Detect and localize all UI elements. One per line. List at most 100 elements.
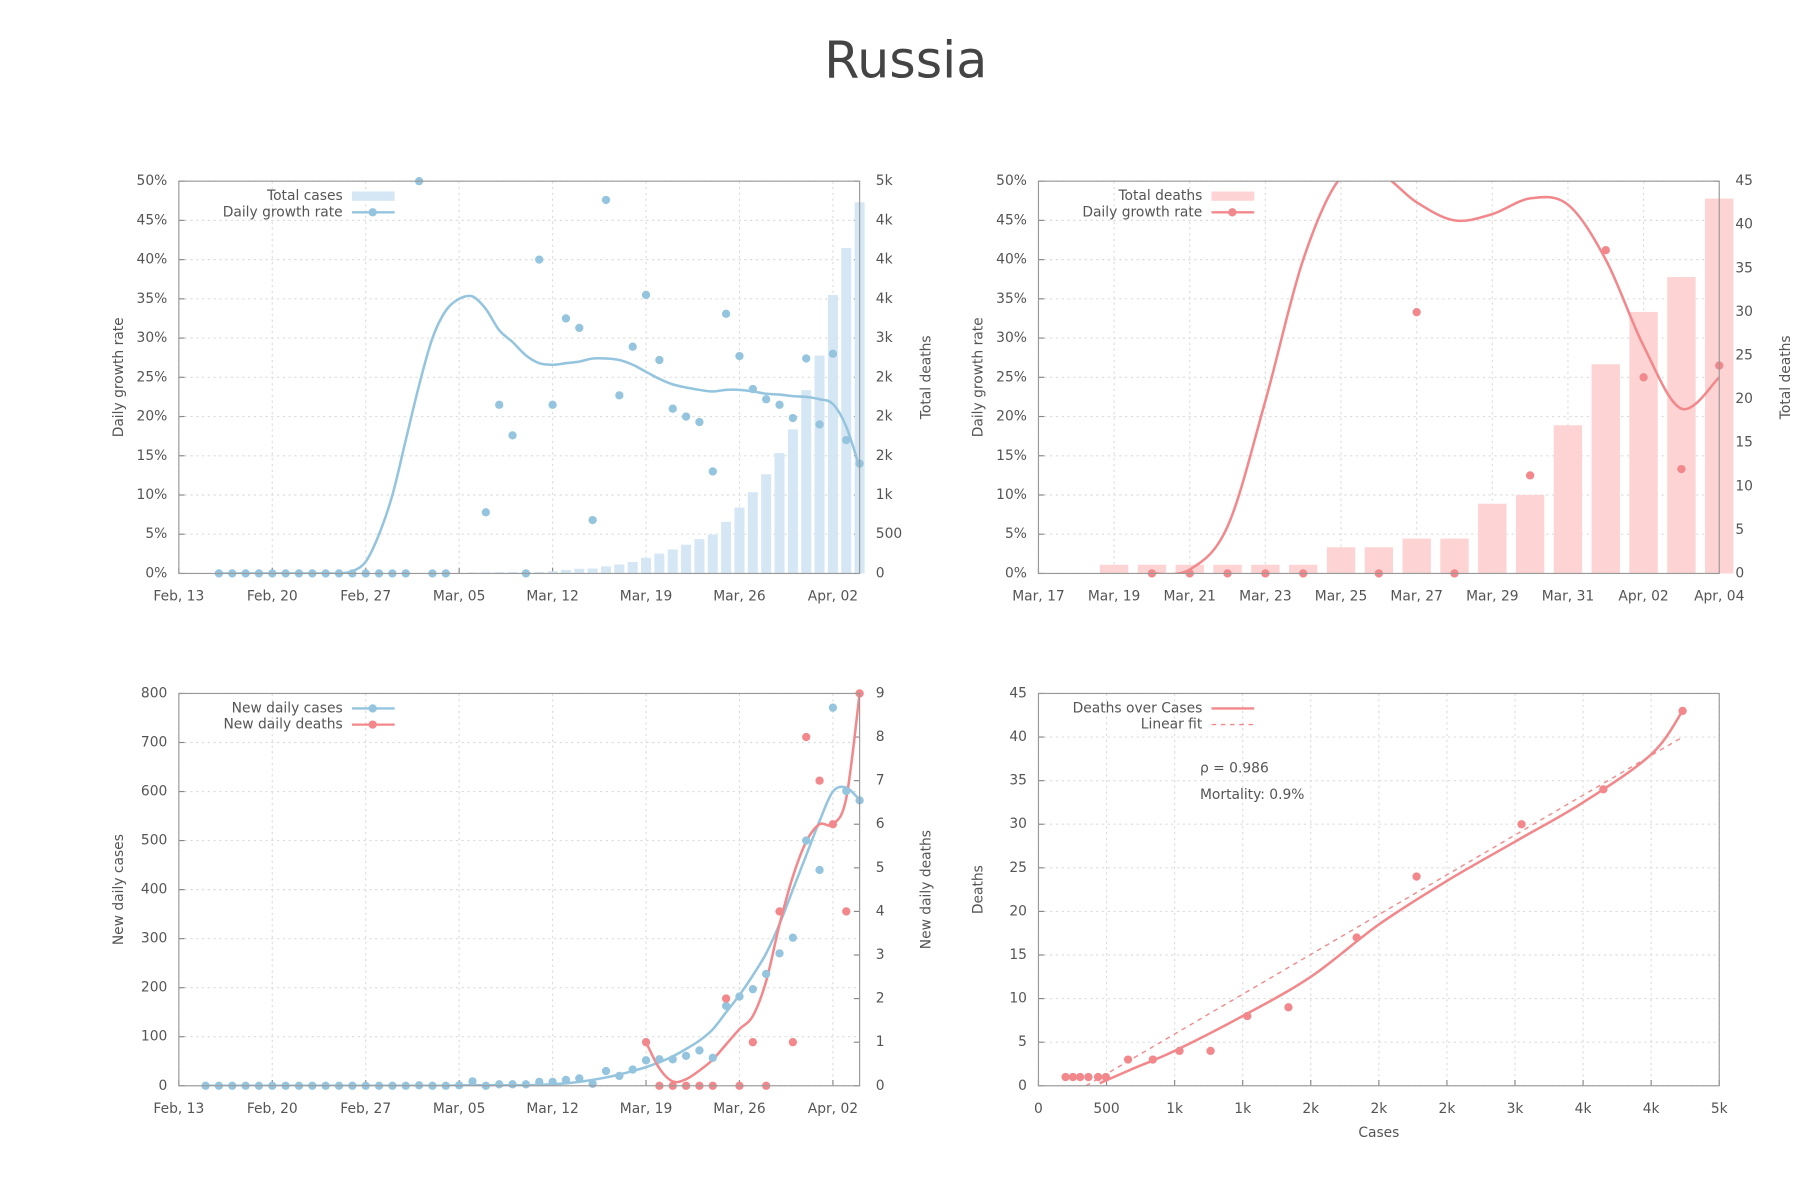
point (1068, 1072, 1078, 1082)
bar (801, 390, 812, 574)
y-tick-label: 45 (1009, 685, 1027, 701)
point (561, 314, 571, 323)
bar (747, 492, 758, 574)
bar (1629, 311, 1658, 574)
bar (761, 474, 772, 574)
point (748, 384, 757, 394)
bar (654, 553, 665, 574)
bar (814, 355, 825, 574)
point (842, 435, 851, 445)
point (628, 342, 637, 351)
x-tick-label: Apr, 04 (1694, 589, 1745, 605)
legend-label: Daily growth rate (1082, 204, 1202, 220)
point (521, 1080, 531, 1089)
point (601, 1066, 611, 1076)
y2-tick-label: 40 (1735, 217, 1753, 233)
legend-dot (1228, 208, 1237, 217)
x-tick-label: Mar, 19 (1088, 589, 1140, 605)
point (735, 992, 744, 1001)
point (561, 1075, 571, 1085)
point (575, 1074, 584, 1083)
legend-swatch (351, 191, 395, 201)
x-tick-label: 0 (1034, 1101, 1043, 1117)
y2-tick-label: 20 (1735, 391, 1753, 407)
y2-axis-title: Total deaths (919, 335, 935, 420)
y2-tick-label: 2k (876, 369, 893, 385)
point (548, 1077, 557, 1086)
plot-frame (1037, 180, 1720, 575)
point (828, 820, 838, 829)
x-tick-label: Mar, 27 (1390, 589, 1442, 605)
point (575, 323, 584, 333)
y-tick-label: 700 (141, 735, 167, 751)
x-tick-label: Mar, 25 (1315, 589, 1367, 605)
bar (734, 507, 745, 574)
x-tick-label: 2k (1302, 1101, 1319, 1117)
bar (547, 571, 558, 574)
y2-tick-label: 3k (876, 330, 893, 346)
y-tick-label: 35% (996, 291, 1027, 307)
x-tick-label: 2k (1370, 1101, 1387, 1117)
x-axis-title: Cases (1358, 1125, 1399, 1141)
annotation: Mortality: 0.9% (1200, 787, 1304, 803)
point (681, 1051, 691, 1061)
x-tick-label: Apr, 02 (808, 1101, 858, 1117)
point (708, 1053, 717, 1062)
point (1206, 1046, 1215, 1056)
x-tick-label: Mar, 12 (526, 1101, 578, 1117)
point (748, 1038, 757, 1047)
x-tick-label: Feb, 27 (340, 589, 391, 605)
point (802, 732, 811, 742)
y2-tick-label: 2k (876, 448, 893, 464)
x-tick-label: Feb, 13 (153, 589, 204, 605)
point (615, 391, 624, 400)
y2-tick-label: 4k (876, 252, 893, 268)
point (762, 395, 771, 404)
point (1093, 1072, 1103, 1082)
x-tick-label: Feb, 13 (153, 1101, 204, 1117)
y-tick-label: 5% (145, 526, 167, 542)
x-tick-label: 3k (1507, 1101, 1524, 1117)
bar (1591, 364, 1620, 574)
y2-tick-label: 3 (876, 947, 885, 963)
bar (560, 569, 571, 574)
point (1525, 471, 1535, 480)
point (735, 351, 744, 361)
y-tick-label: 50% (996, 173, 1027, 189)
point (1175, 1046, 1184, 1056)
y-tick-label: 15% (996, 448, 1027, 464)
y-tick-label: 20% (137, 409, 168, 425)
point (641, 1038, 651, 1047)
point (1517, 820, 1526, 829)
point (535, 1077, 544, 1086)
y-tick-label: 25% (137, 369, 168, 385)
bar (1099, 564, 1129, 574)
point (775, 907, 784, 916)
x-tick-label: Mar, 05 (433, 1101, 485, 1117)
bar (787, 429, 798, 574)
y-tick-label: 0% (1005, 565, 1027, 581)
y2-tick-label: 1 (876, 1034, 885, 1050)
point (1148, 1055, 1157, 1064)
bar (721, 521, 732, 574)
point (775, 400, 784, 409)
y2-tick-label: 1k (876, 487, 893, 503)
legend-label: Total deaths (1117, 188, 1202, 204)
legend-label: New daily cases (232, 700, 343, 716)
y-tick-label: 800 (141, 685, 167, 701)
point (668, 404, 677, 413)
y2-axis-title: New daily deaths (919, 830, 935, 949)
trend-line (1151, 181, 1720, 574)
y-tick-label: 10 (1009, 991, 1027, 1007)
point (762, 969, 771, 979)
point (508, 1080, 517, 1089)
point (655, 1055, 664, 1064)
x-tick-label: Mar, 29 (1466, 589, 1518, 605)
x-tick-label: Mar, 23 (1239, 589, 1291, 605)
bar (841, 247, 852, 574)
x-tick-label: 4k (1575, 1101, 1592, 1117)
bar (1440, 538, 1469, 574)
y-tick-label: 25% (996, 369, 1027, 385)
x-tick-label: Feb, 20 (247, 1101, 298, 1117)
bar (587, 568, 598, 574)
